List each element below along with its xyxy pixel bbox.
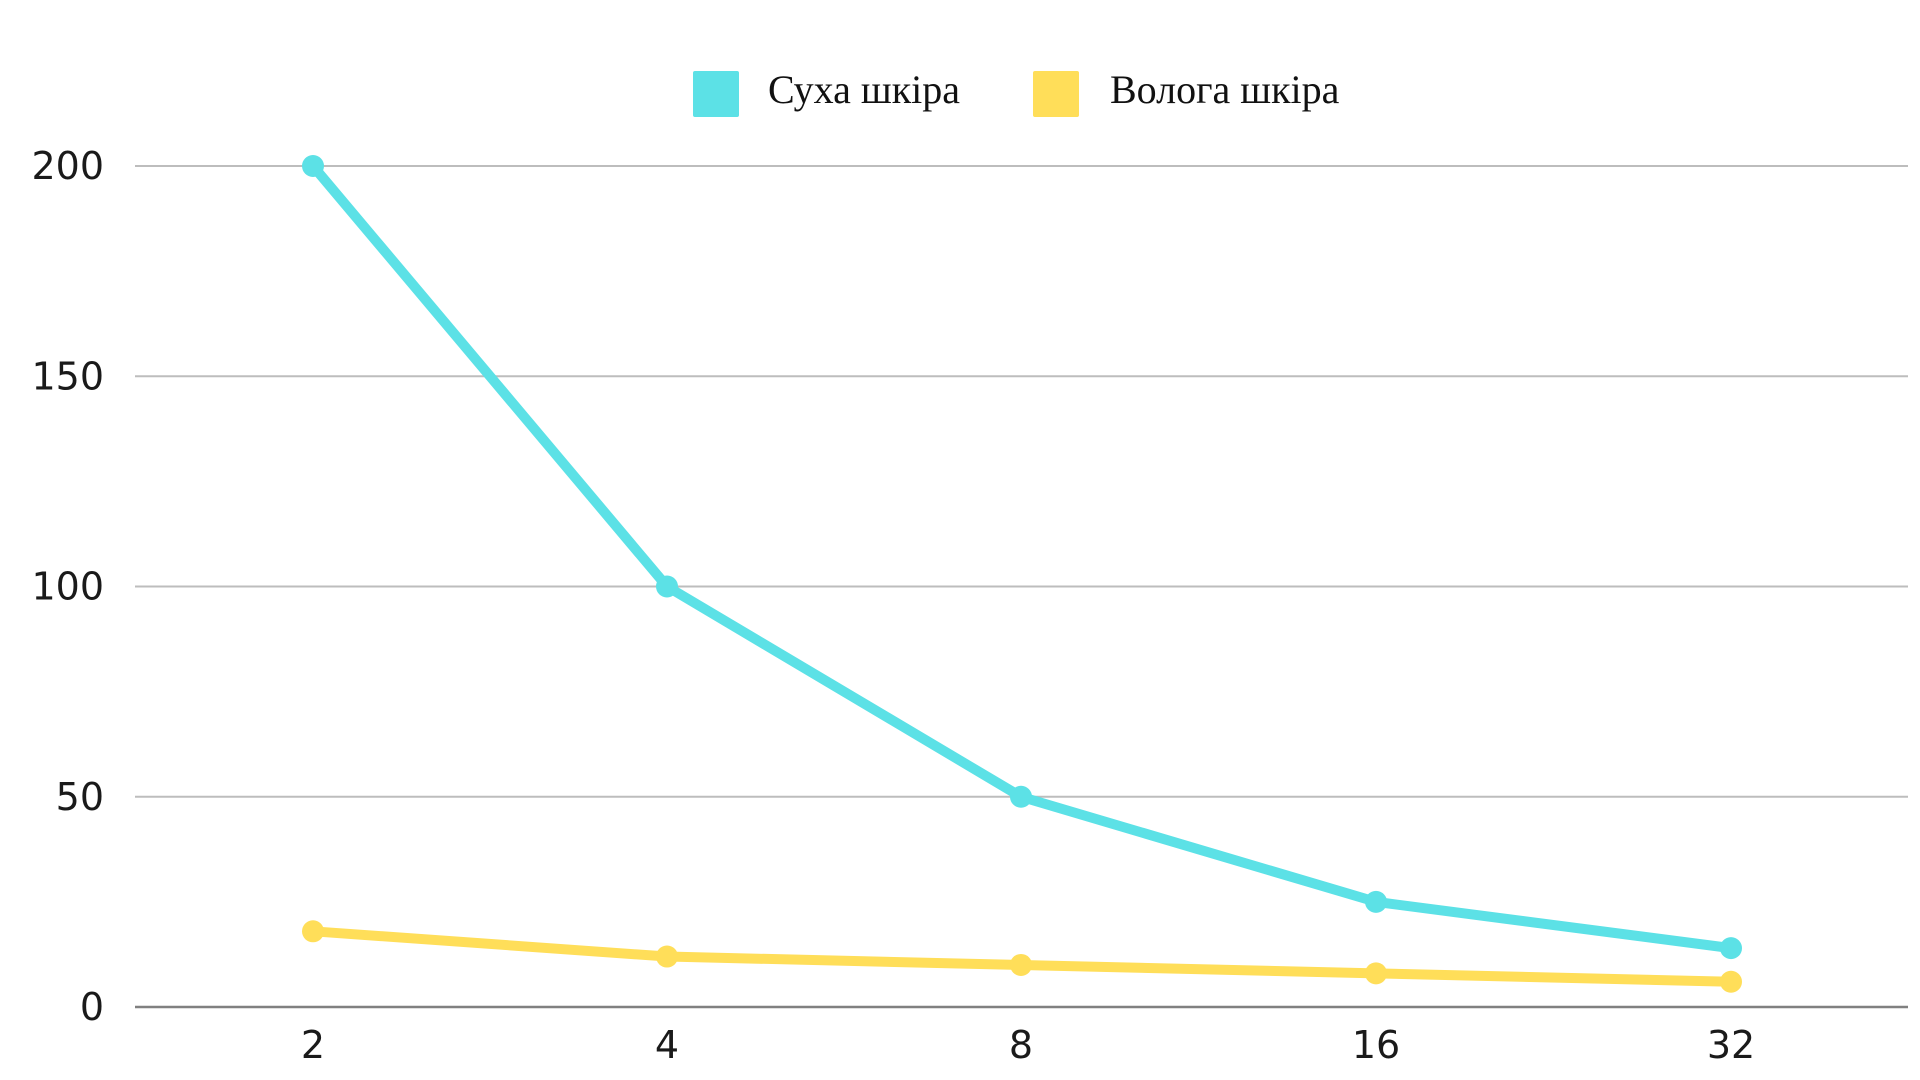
data-point: [302, 920, 324, 943]
gridlines: 0 50 100 150 200: [31, 144, 1908, 1029]
series-1: [302, 920, 1742, 993]
legend-swatch-wet-skin: [1033, 71, 1079, 117]
legend: Суха шкіра Волога шкіра: [693, 67, 1340, 117]
data-point: [302, 155, 324, 177]
y-tick-label: 200: [31, 144, 104, 188]
legend-label-dry-skin: Суха шкіра: [768, 67, 960, 112]
series-0: [302, 155, 1742, 960]
y-tick-label: 50: [56, 775, 104, 819]
y-tick-label: 100: [31, 565, 104, 609]
data-point: [656, 945, 678, 968]
y-tick-label: 0: [80, 985, 104, 1029]
x-tick-label: 4: [655, 1023, 679, 1067]
data-point: [1365, 890, 1387, 913]
data-point: [656, 575, 678, 598]
data-point: [1010, 785, 1032, 808]
x-tick-label: 16: [1352, 1023, 1400, 1067]
legend-swatch-dry-skin: [693, 71, 739, 117]
x-tick-label: 32: [1707, 1023, 1755, 1067]
x-tick-label: 8: [1009, 1023, 1033, 1067]
data-point: [1365, 962, 1387, 985]
data-point: [1720, 970, 1742, 993]
x-tick-label: 2: [301, 1023, 325, 1067]
axes: 2 4 8 16 32: [135, 1005, 1908, 1067]
data-point: [1010, 953, 1032, 976]
legend-label-wet-skin: Волога шкіра: [1110, 67, 1340, 112]
data-point: [1720, 937, 1742, 960]
series: [302, 155, 1742, 993]
series-line: [308, 161, 1736, 954]
y-tick-label: 150: [31, 354, 104, 398]
